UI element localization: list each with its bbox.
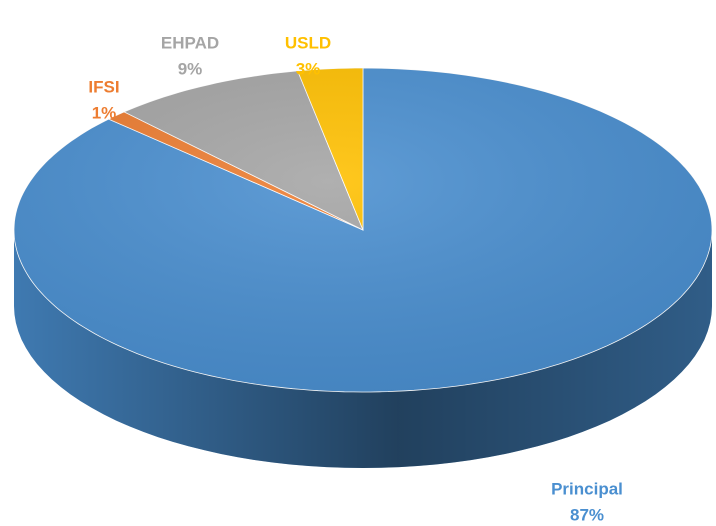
slice-value-label: 3% bbox=[296, 59, 321, 78]
slice-label: IFSI bbox=[88, 77, 119, 96]
slice-label: Principal bbox=[551, 479, 623, 498]
pie-gloss bbox=[14, 68, 712, 392]
slice-label: USLD bbox=[285, 33, 331, 52]
slice-value-label: 9% bbox=[178, 59, 203, 78]
pie-side-shade bbox=[14, 230, 712, 468]
slice-value-label: 87% bbox=[570, 505, 604, 524]
slice-label: EHPAD bbox=[161, 33, 219, 52]
slice-value-label: 1% bbox=[92, 103, 117, 122]
